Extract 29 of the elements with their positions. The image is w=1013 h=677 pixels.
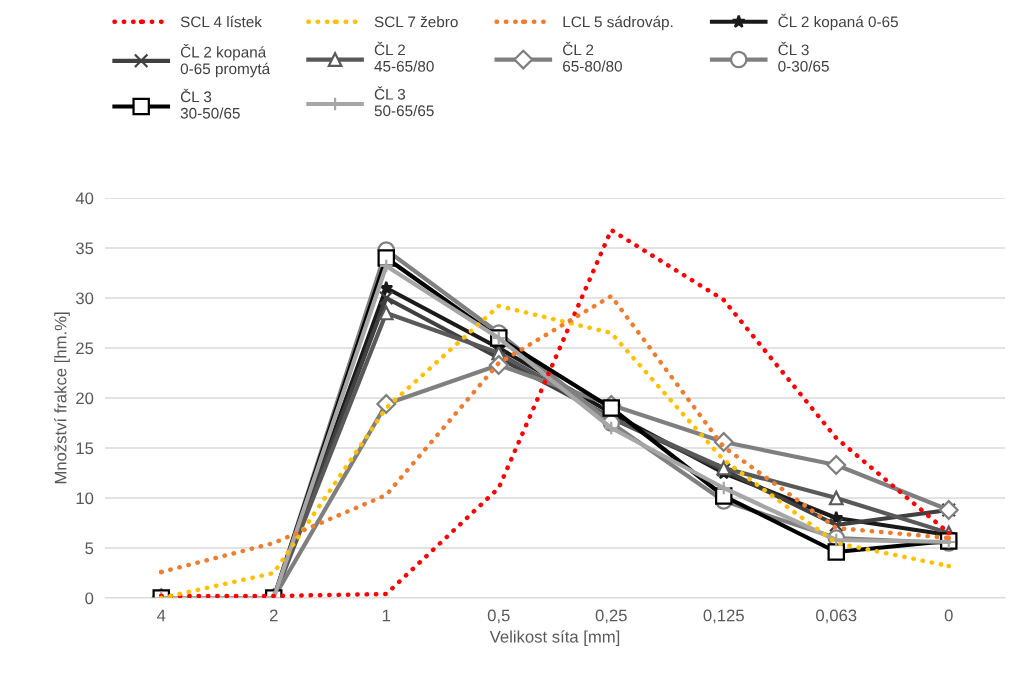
legend-label: ČL 2 kopaná 0-65 xyxy=(778,13,898,31)
x-tick-label: 0,125 xyxy=(703,609,744,624)
x-tick-label: 2 xyxy=(269,609,278,622)
legend-label: ČL 3 30-50/65 xyxy=(180,88,240,119)
legend-label: ČL 3 0-30/65 xyxy=(778,41,829,72)
legend-label: LCL 5 sádrováp. xyxy=(563,15,673,31)
y-tick-label: 40 xyxy=(75,192,94,205)
legend-label: SCL 4 lístek xyxy=(180,15,262,28)
x-tick-label: 4 xyxy=(157,609,166,622)
x-tick-label: 0,5 xyxy=(487,609,510,624)
x-tick-label: 0,063 xyxy=(816,609,857,624)
y-tick-label: 20 xyxy=(76,392,94,405)
y-tick-label: 35 xyxy=(75,242,94,255)
legend-label: SCL 7 žebro xyxy=(374,15,458,28)
x-axis-title: Velikost síta [mm] xyxy=(489,630,620,646)
y-tick-label: 30 xyxy=(75,292,94,305)
legend-label: ČL 2 kopaná 0-65 promytá xyxy=(180,44,271,78)
y-axis-title: Množství frakce [hm.%] xyxy=(54,312,70,484)
x-tick-label: 0 xyxy=(944,609,953,622)
legend-label: ČL 2 65-80/80 xyxy=(563,41,622,72)
y-tick-label: 25 xyxy=(76,342,94,355)
legend-label: ČL 3 50-65/65 xyxy=(374,86,434,117)
y-tick-label: 15 xyxy=(76,442,94,455)
x-tick-label: 1 xyxy=(382,609,391,622)
x-tick-label: 0,25 xyxy=(595,609,627,624)
y-tick-label: 0 xyxy=(85,592,94,605)
y-tick-label: 10 xyxy=(76,492,94,505)
y-tick-label: 5 xyxy=(85,542,94,555)
legend-label: ČL 2 45-65/80 xyxy=(374,41,434,72)
